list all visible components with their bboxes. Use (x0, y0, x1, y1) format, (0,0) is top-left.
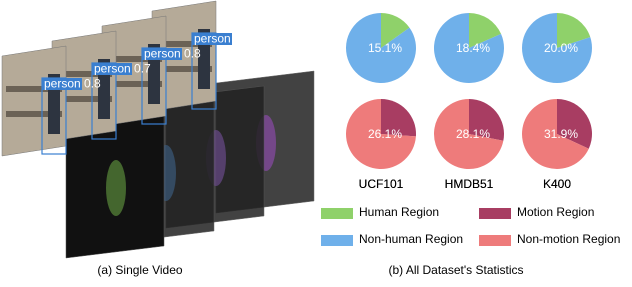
value-label: 15.1% (368, 41, 402, 55)
legend-label: Non-human Region (359, 232, 463, 246)
detection-label: person 0.8 (44, 77, 101, 91)
pie-slice (434, 99, 504, 170)
value-label: 20.0% (544, 41, 578, 55)
detection-tag (142, 48, 182, 60)
pie-slice (557, 99, 592, 149)
detection-label: person 0.7 (94, 62, 151, 76)
detection-label: person 0.8 (144, 47, 201, 61)
value-label: 26.1% (368, 127, 402, 141)
pie-slice (469, 13, 502, 48)
pie-slice (381, 13, 410, 48)
dataset-label: HMDB51 (445, 177, 494, 191)
shelf (156, 66, 212, 72)
shelf (156, 41, 212, 47)
shelf (106, 56, 162, 62)
dataset-label: UCF101 (359, 177, 404, 191)
shelf (56, 71, 112, 77)
dataset-label: K400 (543, 177, 571, 191)
motion-blob (106, 160, 126, 216)
pie-slice (522, 99, 589, 169)
caption: (b) All Dataset's Statistics (389, 263, 524, 277)
dataset-label: HMDB51 (445, 177, 494, 191)
dataset-label: UCF101 (359, 177, 404, 191)
pie-slice (557, 13, 591, 48)
legend-swatch (479, 235, 511, 246)
legend-label: Non-motion Region (517, 232, 620, 246)
legend-swatch (321, 208, 353, 219)
shelf (6, 111, 62, 117)
shelf (56, 96, 112, 102)
dataset-label: K400 (543, 177, 571, 191)
legend-swatch (321, 235, 353, 246)
shelf (106, 81, 162, 87)
detection-tag (192, 33, 232, 45)
detection-tag (42, 78, 82, 90)
pie-slice (434, 13, 504, 83)
legend-label: Motion Region (517, 205, 594, 219)
value-label: 18.4% (456, 41, 490, 55)
pie-slice (346, 12, 417, 83)
legend-label: Human Region (359, 205, 439, 219)
shelf (6, 86, 62, 92)
pie-slice (381, 99, 416, 137)
value-label: 31.9% (544, 127, 578, 141)
pie-slice (522, 13, 592, 83)
detection-tag (92, 63, 132, 75)
detection-label: person 0.8 (194, 32, 251, 46)
value-label: 28.1% (456, 127, 490, 141)
caption: (a) Single Video (97, 263, 182, 277)
pie-slice (469, 99, 504, 141)
pie-slice (345, 99, 416, 169)
legend-swatch (479, 208, 511, 219)
